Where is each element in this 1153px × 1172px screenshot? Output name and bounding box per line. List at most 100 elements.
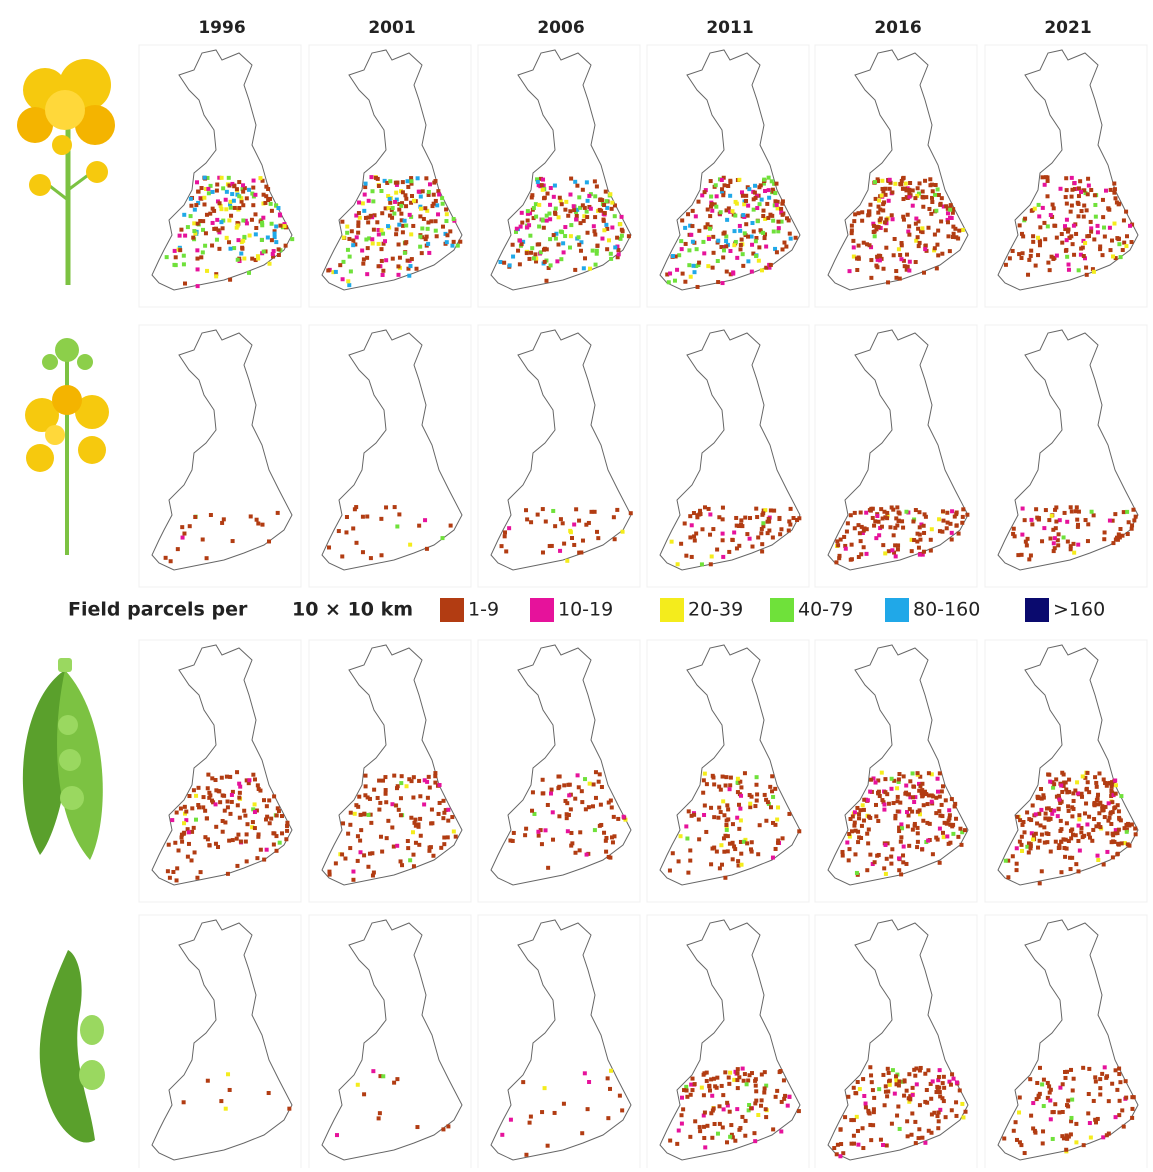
parcel-cell (197, 190, 201, 194)
parcel-cell (361, 201, 365, 205)
parcel-cell (855, 268, 859, 272)
parcel-cell (224, 207, 228, 211)
parcel-cell (901, 853, 905, 857)
parcel-cell (1093, 203, 1097, 207)
parcel-cell (1134, 832, 1138, 836)
parcel-cell (838, 1128, 842, 1132)
parcel-cell (1036, 236, 1040, 240)
parcel-cell (423, 206, 427, 210)
parcel-cell (277, 247, 281, 251)
parcel-cell (703, 225, 707, 229)
parcel-cell (714, 183, 718, 187)
parcel-cell (719, 210, 723, 214)
parcel-cell (1105, 1074, 1109, 1078)
parcel-cell (414, 267, 418, 271)
year-header: 1996 (198, 18, 245, 38)
parcel-cell (196, 267, 200, 271)
parcel-cell (379, 517, 383, 521)
parcel-cell (1031, 240, 1035, 244)
parcel-cell (202, 202, 206, 206)
parcel-cell (546, 1144, 550, 1148)
parcel-cell (1044, 508, 1048, 512)
parcel-cell (179, 228, 183, 232)
parcel-cell (236, 258, 240, 262)
parcel-cell (675, 1142, 679, 1146)
parcel-cell (201, 537, 205, 541)
parcel-cell (904, 510, 908, 514)
parcel-cell (361, 550, 365, 554)
parcel-cell (1081, 246, 1085, 250)
parcel-cell (618, 1094, 622, 1098)
parcel-cell (563, 208, 567, 212)
parcel-cell (1124, 210, 1128, 214)
map-panel (309, 915, 471, 1168)
parcel-cell (285, 829, 289, 833)
panel-frame (309, 325, 471, 587)
parcel-cell (1093, 193, 1097, 197)
parcel-cell (438, 801, 442, 805)
parcel-cell (262, 858, 266, 862)
parcel-cell (725, 819, 729, 823)
parcel-cell (739, 818, 743, 822)
parcel-cell (877, 225, 881, 229)
parcel-cell (171, 870, 175, 874)
parcel-cell (941, 1081, 945, 1085)
parcel-cell (938, 1068, 942, 1072)
parcel-cell (227, 839, 231, 843)
parcel-cell (942, 1086, 946, 1090)
parcel-cell (227, 240, 231, 244)
parcel-cell (544, 520, 548, 524)
parcel-cell (280, 831, 284, 835)
parcel-cell (913, 1074, 917, 1078)
parcel-cell (1069, 210, 1073, 214)
parcel-cell (852, 1086, 856, 1090)
parcel-cell (726, 849, 730, 853)
parcel-cell (895, 1114, 899, 1118)
parcel-cell (898, 1127, 902, 1131)
parcel-cell (738, 807, 742, 811)
parcel-cell (1096, 793, 1100, 797)
parcel-cell (1048, 268, 1052, 272)
parcel-cell (549, 792, 553, 796)
parcel-cell (241, 183, 245, 187)
parcel-cell (429, 219, 433, 223)
parcel-cell (749, 1106, 753, 1110)
parcel-cell (1023, 518, 1027, 522)
parcel-cell (180, 525, 184, 529)
parcel-cell (700, 527, 704, 531)
parcel-cell (766, 216, 770, 220)
parcel-cell (176, 547, 180, 551)
parcel-cell (961, 228, 965, 232)
parcel-cell (854, 829, 858, 833)
parcel-cell (705, 1079, 709, 1083)
parcel-cell (707, 237, 711, 241)
parcel-cell (1023, 217, 1027, 221)
parcel-cell (225, 190, 229, 194)
parcel-cell (849, 558, 853, 562)
finland-outline (322, 50, 462, 290)
parcel-cell (1092, 1099, 1096, 1103)
parcel-cell (245, 832, 249, 836)
parcel-cell (1043, 183, 1047, 187)
parcel-cell (850, 231, 854, 235)
parcel-cell (724, 244, 728, 248)
parcel-cell (202, 795, 206, 799)
parcel-cell (711, 527, 715, 531)
parcel-cell (259, 848, 263, 852)
parcel-cell (1067, 778, 1071, 782)
parcel-cell (927, 207, 931, 211)
parcel-cell (197, 805, 201, 809)
parcel-cell (917, 1136, 921, 1140)
parcel-cell (520, 211, 524, 215)
parcel-cell (196, 284, 200, 288)
map-panel (139, 45, 301, 307)
parcel-cell (935, 243, 939, 247)
parcel-cell (195, 180, 199, 184)
parcel-cell (520, 242, 524, 246)
parcel-cell (426, 242, 430, 246)
parcel-cell (692, 264, 696, 268)
parcel-cell (922, 271, 926, 275)
parcel-cell (1060, 771, 1064, 775)
parcel-cell (215, 238, 219, 242)
parcel-cell (1107, 1132, 1111, 1136)
